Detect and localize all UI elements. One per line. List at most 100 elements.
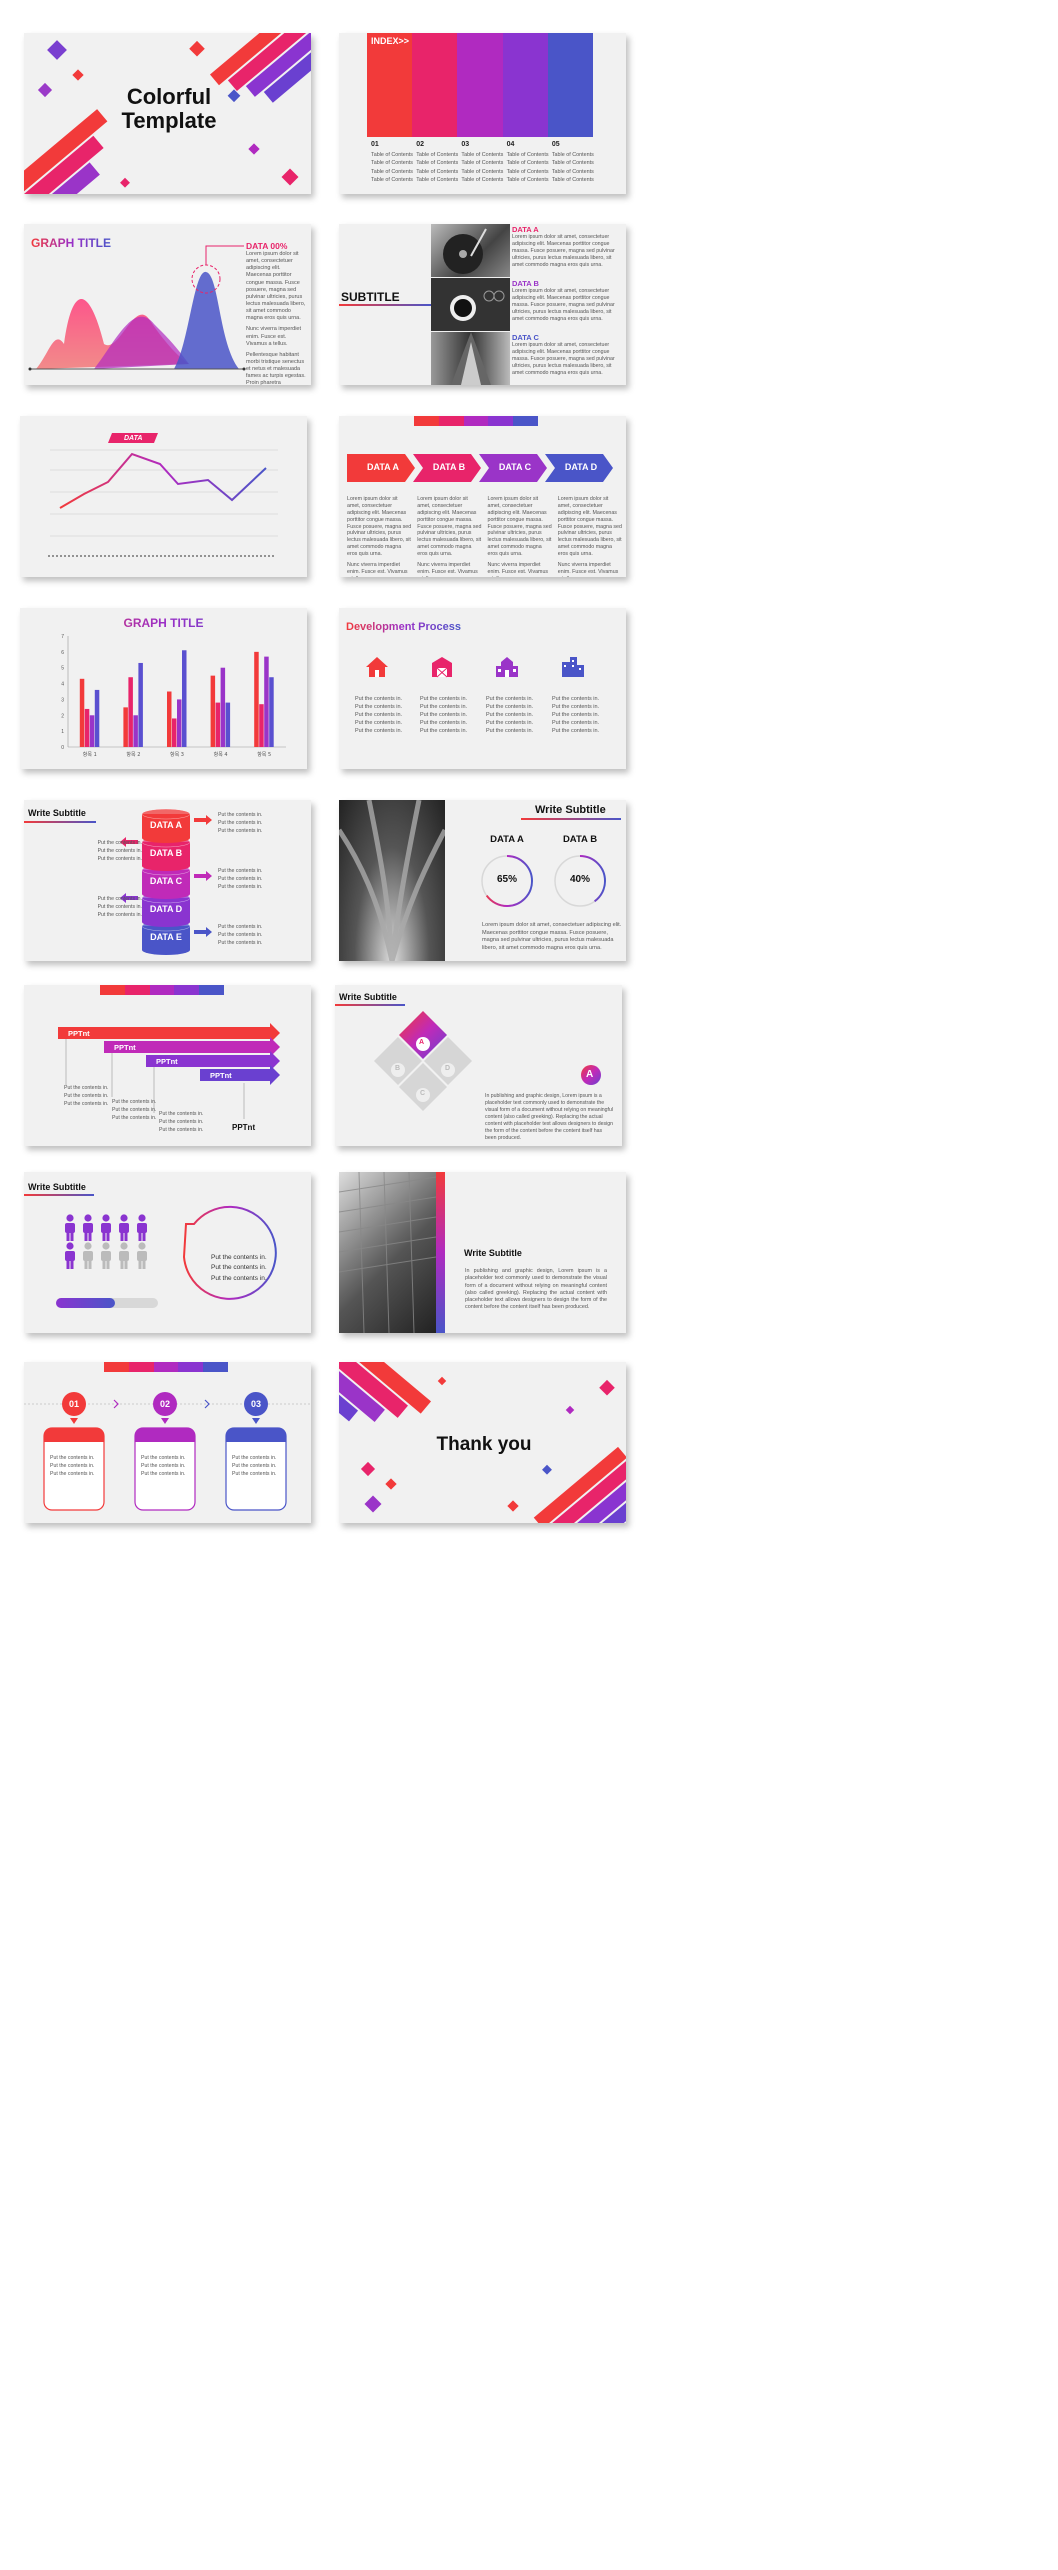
- arrow-text-block: Put the contents in. Put the contents in.…: [64, 1085, 124, 1108]
- process-line: Put the contents in.: [486, 696, 534, 702]
- step-text-block: Put the contents in. Put the contents in.…: [141, 1454, 193, 1478]
- data-item-title: DATA B: [512, 279, 539, 288]
- donut-fill-0: [481, 855, 533, 907]
- cylinder-text-block: Put the contents in. Put the contents in.…: [82, 840, 142, 863]
- slide-steps[interactable]: 01 Put the contents in. Put the contents i…: [24, 1362, 311, 1523]
- column-p1: Lorem ipsum dolor sit amet, consectetuer…: [557, 496, 622, 557]
- chevron-label: DATA C: [498, 462, 532, 472]
- chevron-label: DATA B: [432, 462, 466, 472]
- index-item: Table of Contents: [506, 160, 549, 167]
- slide-thank-you[interactable]: Thank you: [339, 1362, 626, 1523]
- data-item-title: DATA A: [512, 225, 539, 234]
- cylinder-text-line: Put the contents in.: [218, 883, 263, 890]
- people-icons: [65, 1214, 147, 1269]
- slide-arrows[interactable]: PPTnt PPTnt PPTnt PPTnt PPTnt Put the content…: [24, 985, 311, 1146]
- chevron-label: DATA D: [564, 462, 598, 472]
- cylinder-label: DATA E: [150, 932, 182, 942]
- cylinder-text-block: Put the contents in. Put the contents in.…: [82, 896, 142, 919]
- step-text-line: Put the contents in.: [141, 1463, 186, 1470]
- slide-diamonds[interactable]: Write Subtitle A B D C A In publishing a…: [335, 985, 622, 1146]
- index-number: 05: [551, 141, 560, 148]
- step-cards: [24, 1392, 311, 1511]
- slide-development-process[interactable]: Development Process Put the contents in.…: [339, 608, 626, 769]
- process-line: Put the contents in.: [420, 719, 468, 726]
- person-icon: [137, 1242, 147, 1269]
- arrow-text-line: Put the contents in.: [112, 1114, 157, 1121]
- slide-bar-chart[interactable]: GRAPH TITLE 0 1 2 3 4 5 6 7 항목 1 항목 2 항목 3 항목 4 항목 5: [20, 608, 307, 769]
- cylinder-bottom-3: [142, 917, 190, 927]
- bar-3-3: [225, 702, 231, 747]
- house-icon: [366, 657, 388, 677]
- column-p2: Nunc viverra imperdiet enim. Fusce est. …: [417, 561, 478, 577]
- chevron-right-icon: [113, 1399, 119, 1409]
- graph-annotation: DATA 00% Lorem ipsum dolor sit amet, con…: [246, 241, 306, 385]
- bar-3-0: [210, 675, 216, 747]
- chevron-row: DATA A DATA B DATA C DATA D: [347, 454, 622, 482]
- line-graph: [48, 433, 278, 557]
- chevron-column: Lorem ipsum dolor sit amet, consectetuer…: [488, 496, 552, 577]
- speech-line-3: Put the contents in.: [211, 1274, 267, 1282]
- chevron-right-icon: [204, 1399, 210, 1409]
- slide-donuts[interactable]: Write Subtitle DATA A DATA B 65% 40% Lor…: [339, 800, 626, 961]
- step-text-line: Put the contents in.: [141, 1471, 186, 1478]
- index-item: Table of Contents: [416, 152, 459, 158]
- slide-area-graph[interactable]: GRAPH TITLE DATA 00% Lorem ipsum dolor s…: [24, 224, 311, 385]
- step-text-line: Put the contents in.: [50, 1455, 95, 1461]
- photo-2: [431, 278, 510, 331]
- progress-track: [56, 1298, 158, 1308]
- x-tick-label: 항목 3: [170, 751, 184, 758]
- process-line: Put the contents in.: [486, 719, 534, 726]
- chevron-shapes: [347, 454, 613, 482]
- title-line-1: Colorful: [126, 84, 212, 109]
- slide-cylinders[interactable]: Write Subtitle DATA A DATA B DATA C DATA D D…: [24, 800, 311, 961]
- chevron-0: [347, 454, 415, 482]
- bar-3-2: [220, 667, 226, 747]
- chevron-column: Lorem ipsum dolor sit amet, consectetuer…: [347, 496, 411, 577]
- donut-charts: [481, 855, 606, 907]
- step-circle-2: [244, 1392, 268, 1416]
- step-pointer-1: [161, 1418, 169, 1424]
- cylinder-text-line: Put the contents in.: [218, 924, 263, 930]
- graph-title: GRAPH TITLE: [31, 236, 111, 250]
- arrow-label: PPTnt: [114, 1043, 136, 1052]
- bar-2-1: [172, 718, 177, 747]
- slide-title[interactable]: Colorful Template: [24, 33, 311, 194]
- step-card-top-2: [226, 1428, 286, 1442]
- bar-2-0: [167, 691, 172, 747]
- slide-chevrons[interactable]: DATA A DATA B DATA C DATA D Lorem ipsum dol…: [339, 416, 626, 577]
- slide-line-graph[interactable]: DATA: [20, 416, 307, 577]
- y-tick-label: 3: [61, 697, 64, 703]
- top-color-bar: [414, 416, 538, 426]
- chart-title: GRAPH TITLE: [20, 616, 307, 630]
- slide-people[interactable]: Write Subtitle Put the contents in. Put …: [24, 1172, 311, 1333]
- cylinder-text-line: Put the contents in.: [97, 840, 142, 846]
- arrow-steps: [58, 1023, 280, 1119]
- index-column: 03 Table of Contents Table of Contents Tabl…: [461, 141, 506, 185]
- cylinder-text-block: Put the contents in. Put the contents in.…: [218, 868, 288, 891]
- photo-3: [431, 332, 510, 385]
- speech-circle: [182, 1205, 277, 1300]
- index-item: Table of Contents: [506, 152, 549, 158]
- slide-building[interactable]: Write Subtitle In publishing and graphic…: [339, 1172, 626, 1333]
- cylinder-text-line: Put the contents in.: [97, 896, 142, 902]
- bar-1-0: [123, 707, 128, 747]
- step-text-block: Put the contents in. Put the contents in.…: [50, 1454, 102, 1478]
- process-line: Put the contents in.: [355, 711, 403, 718]
- arrow-text-line: Put the contents in.: [159, 1111, 204, 1117]
- step-text-line: Put the contents in.: [50, 1463, 95, 1470]
- arrow-left-3: [120, 893, 138, 903]
- progress-fill: [56, 1298, 116, 1308]
- arrow-text-line: Put the contents in.: [64, 1100, 109, 1107]
- bar-0-3: [94, 689, 100, 747]
- step-text-line: Put the contents in.: [232, 1455, 277, 1461]
- subtitle: SUBTITLE: [341, 290, 400, 304]
- data-percent-label: DATA 00%: [246, 241, 288, 251]
- diamond-cluster: [374, 1011, 601, 1111]
- x-tick-label: 항목 1: [83, 751, 97, 758]
- arrow-text-line: Put the contents in.: [159, 1126, 204, 1133]
- step-circle-0: [62, 1392, 86, 1416]
- process-line: Put the contents in.: [355, 696, 403, 702]
- column-p1: Lorem ipsum dolor sit amet, consectetuer…: [487, 496, 552, 557]
- slide-subtitle-photos[interactable]: SUBTITLE DATA A Lorem ipsum dolor sit ame…: [339, 224, 626, 385]
- slide-index[interactable]: INDEX>> 01 Table of Contents Table of Cont…: [339, 33, 626, 194]
